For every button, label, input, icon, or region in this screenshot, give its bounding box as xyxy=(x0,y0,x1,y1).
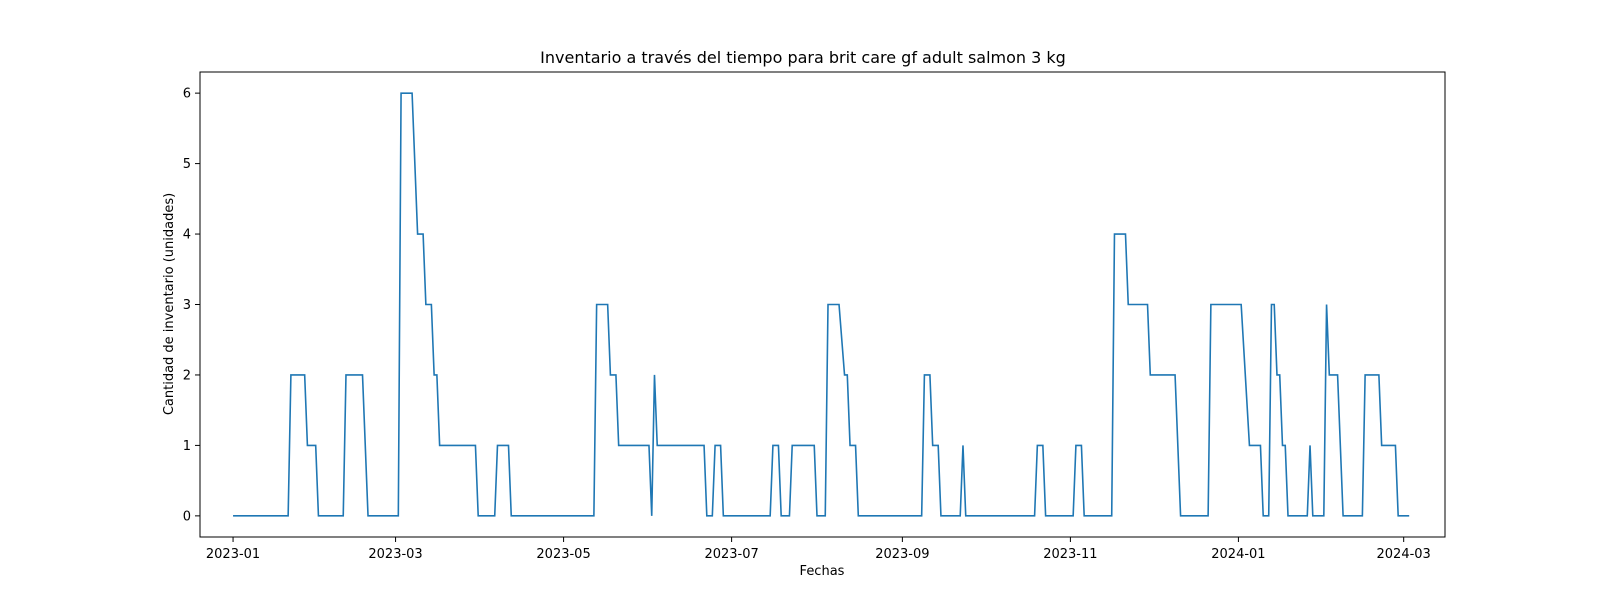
axes-frame xyxy=(199,71,1446,538)
y-axis-label: Cantidad de inventario (unidades) xyxy=(162,193,177,415)
y-tick-label: 2 xyxy=(183,368,191,383)
x-axis-ticks: 2023-01 2023-03 2023-05 2023-07 2023-09 2023-… xyxy=(206,537,1431,562)
x-tick-label: 2023-11 xyxy=(1043,547,1097,562)
x-tick-label: 2024-01 xyxy=(1211,547,1265,562)
x-tick-label: 2023-07 xyxy=(704,547,758,562)
y-tick-label: 1 xyxy=(183,439,191,454)
x-tick-label: 2023-05 xyxy=(536,547,590,562)
chart-title: Inventario a través del tiempo para brit… xyxy=(540,48,1066,67)
x-tick-label: 2023-01 xyxy=(206,547,260,562)
plot-area xyxy=(199,71,1446,538)
y-tick-label: 3 xyxy=(183,298,191,313)
y-tick-label: 5 xyxy=(183,157,191,172)
x-tick-label: 2024-03 xyxy=(1377,547,1431,562)
x-tick-label: 2023-09 xyxy=(875,547,929,562)
y-axis-ticks: 0 1 2 3 4 5 6 xyxy=(183,87,200,524)
y-tick-label: 4 xyxy=(183,228,191,243)
y-tick-label: 6 xyxy=(183,87,191,102)
y-tick-label: 0 xyxy=(183,509,191,524)
inventory-series-line xyxy=(233,92,1410,517)
x-axis-label: Fechas xyxy=(800,564,845,579)
x-tick-label: 2023-03 xyxy=(368,547,422,562)
